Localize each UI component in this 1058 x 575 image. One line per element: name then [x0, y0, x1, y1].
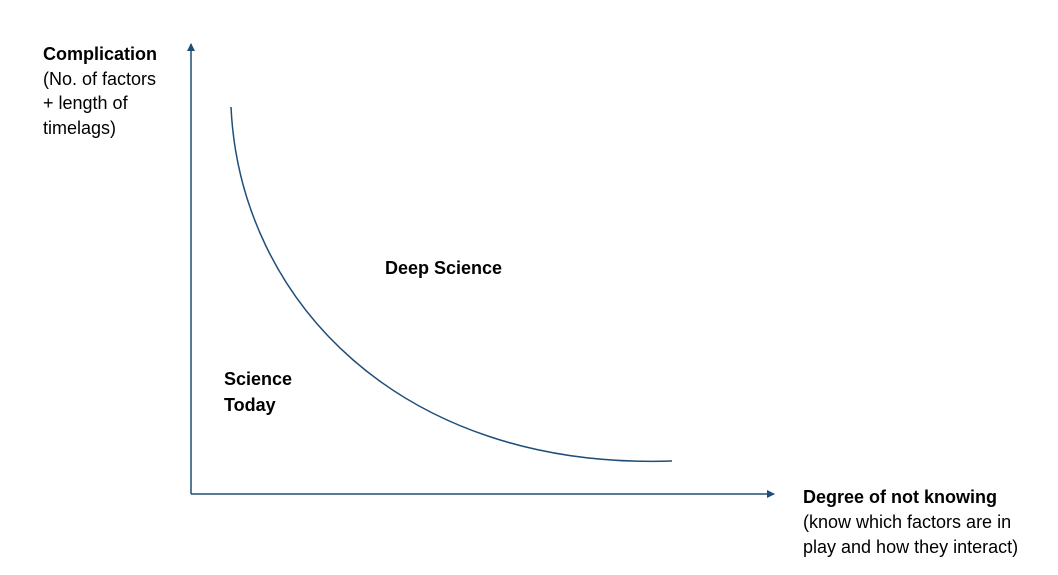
y-axis-title: Complication	[43, 44, 157, 64]
y-axis-subtitle: + length of	[43, 93, 129, 113]
frontier-curve	[230, 106, 673, 463]
x-axis-subtitle: (know which factors are in	[803, 512, 1011, 532]
y-axis-subtitle: (No. of factors	[43, 69, 156, 89]
x-axis-subtitle: play and how they interact)	[803, 537, 1018, 557]
region-label: Science	[224, 369, 292, 389]
region-label: Deep Science	[385, 258, 502, 278]
y-axis-subtitle: timelags)	[43, 118, 116, 138]
region-label: Today	[224, 395, 276, 415]
x-axis-title: Degree of not knowing	[803, 487, 997, 507]
